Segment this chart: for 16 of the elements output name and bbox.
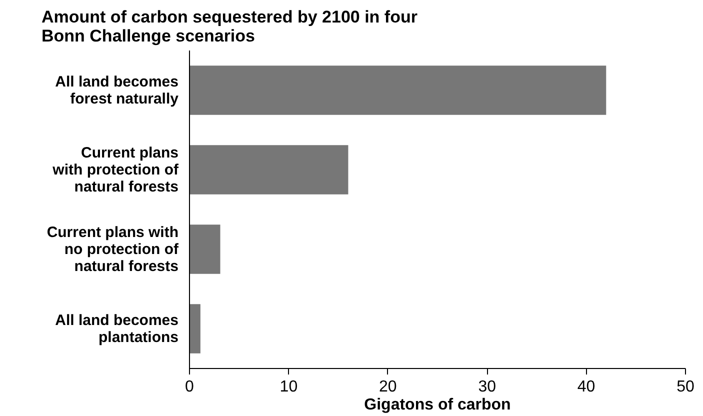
y-tick-label: Current plans with no protection of natural forests [46, 224, 180, 275]
y-tick-label: All land becomes plantations [55, 312, 179, 346]
bar [190, 66, 606, 115]
bar [190, 145, 348, 194]
x-tick-label: 20 [379, 378, 397, 396]
x-tick-label: 40 [577, 378, 596, 396]
y-tick-label: Current plans with protection of natural forests [52, 144, 180, 196]
y-tick-label: All land becomes forest naturally [55, 73, 180, 108]
x-axis-title: Gigatons of carbon [364, 396, 511, 414]
bar [190, 224, 220, 274]
x-tick-label: 50 [676, 378, 694, 396]
chart-title: Amount of carbon sequestered by 2100 in four Bonn Challenge scenarios [42, 8, 418, 46]
bar [190, 304, 200, 354]
x-tick-label: 30 [478, 378, 496, 396]
x-tick-label: 0 [185, 378, 194, 396]
x-tick-label: 10 [280, 378, 298, 396]
